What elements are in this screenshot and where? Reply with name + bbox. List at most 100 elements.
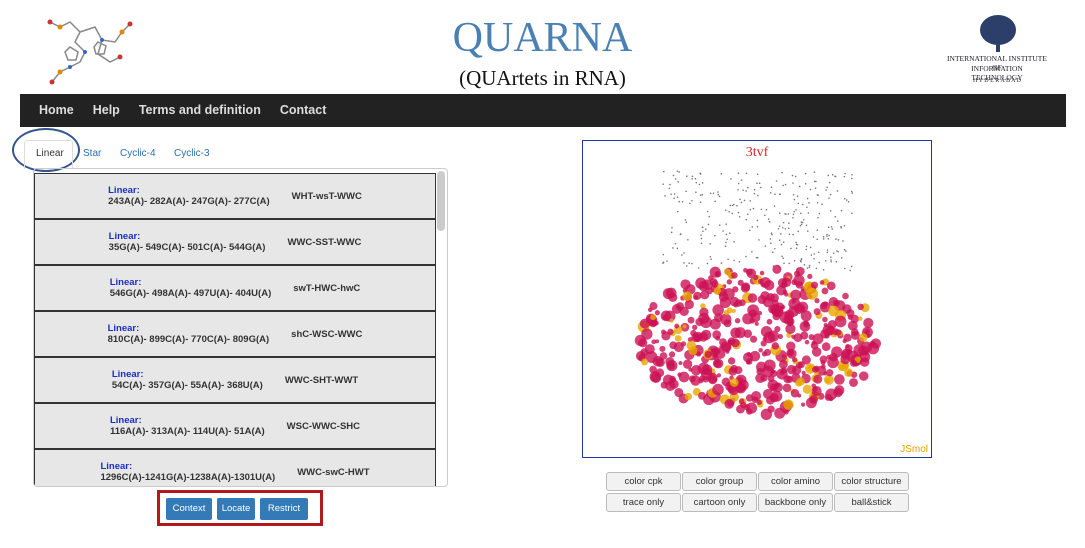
atom [813,374,823,384]
row-text: Linear: 546G(A)- 498A(A)- 497U(A)- 404U(… [110,277,272,299]
atom [669,341,678,350]
atom [805,224,808,227]
view-button[interactable]: trace only [606,493,681,512]
atom [749,229,751,232]
tab[interactable]: Linear [36,148,64,159]
atom [794,175,797,178]
atom [670,231,673,234]
institute-city: H Y D E R A B A D [973,78,1021,84]
quartet-row[interactable]: Linear: 243A(A)- 282A(A)- 247G(A)- 277C(… [34,173,436,219]
atom [851,212,853,215]
atom [685,190,687,193]
atom [714,271,722,278]
atom [835,329,842,336]
atom [759,270,765,276]
atom [751,251,753,253]
tab[interactable]: Star [83,148,102,159]
view-button[interactable]: color structure [834,472,909,491]
atom [829,256,832,258]
view-button[interactable]: backbone only [758,493,833,512]
atom [858,333,868,342]
atom [698,183,701,186]
view-button[interactable]: color amino [758,472,833,491]
atom [795,241,797,244]
row-text: Linear: 54C(A)- 357G(A)- 55A(A)- 368U(A) [112,369,263,391]
atom [714,200,716,203]
atom [725,241,727,244]
row-code: WWC-SHT-WWT [284,374,359,386]
action-button[interactable]: Locate [217,498,255,520]
atom [799,212,802,215]
nav-bar: Home Help Terms and definition Contact [20,94,1066,127]
atom [802,384,812,394]
atom [809,246,812,249]
atom [840,227,843,229]
atom [707,223,710,226]
atom [754,321,759,326]
atom [790,289,802,301]
atom [737,182,740,185]
nav-link[interactable]: Help [92,103,120,117]
atom [767,405,775,413]
atom [822,316,828,323]
quartet-row[interactable]: Linear: 116A(A)- 313A(A)- 114U(A)- 51A(A… [34,403,436,449]
quartet-row[interactable]: Linear: 35G(A)- 549C(A)- 501C(A)- 544G(A… [34,219,436,265]
atom [850,330,860,340]
atom [771,342,780,350]
atom [825,189,827,191]
atom [718,195,721,198]
tab[interactable]: Cyclic-3 [174,148,210,159]
view-button[interactable]: color group [682,472,757,491]
atom [649,302,658,311]
atom [698,378,704,384]
atom [817,251,820,254]
atom [783,314,794,325]
atom [681,200,684,203]
atom [851,173,853,176]
view-button[interactable]: ball&stick [834,493,909,512]
atom [711,280,719,288]
atom [808,334,815,341]
atom [832,252,835,255]
atom [655,339,660,344]
view-button[interactable]: color cpk [606,472,681,491]
quartet-row[interactable]: Linear: 546G(A)- 498A(A)- 497U(A)- 404U(… [34,265,436,311]
atom [700,290,710,300]
atom [699,172,701,175]
atom [725,223,727,225]
atom [840,350,850,360]
atom [790,388,800,398]
quartet-row[interactable]: Linear: 54C(A)- 357G(A)- 55A(A)- 368U(A)… [34,357,436,403]
scrollbar[interactable] [437,171,445,231]
quartet-row[interactable]: Linear: 810C(A)- 899C(A)- 770C(A)- 809G(… [34,311,436,357]
nav-link[interactable]: Home [39,103,74,117]
row-code: WWC-swC-HWT [297,466,370,478]
atom [843,224,846,227]
atom [756,173,759,176]
atom [849,269,852,272]
atom [697,362,710,375]
atom [810,254,813,256]
tab[interactable]: Cyclic-4 [120,148,156,159]
nav-link[interactable]: Contact [279,103,327,117]
atom [740,401,747,409]
atom [827,356,839,369]
action-button[interactable]: Context [166,498,212,520]
action-button[interactable]: Restrict [260,498,308,520]
atom [673,197,675,200]
view-button[interactable]: cartoon only [682,493,757,512]
atom [813,171,816,173]
atom [740,179,743,181]
atom [791,299,796,304]
atom [756,361,767,373]
atom [695,191,697,194]
viewer[interactable]: 3tvf JSmol [582,140,932,458]
atom [847,200,850,203]
nav-link[interactable]: Terms and definition [138,103,261,117]
atom [738,299,746,307]
atom [687,238,689,241]
quartet-row[interactable]: Linear: 1296C(A)-1241G(A)-1238A(A)-1301U… [34,449,436,486]
atom [692,331,704,342]
atom [859,357,870,367]
atom [790,247,792,250]
